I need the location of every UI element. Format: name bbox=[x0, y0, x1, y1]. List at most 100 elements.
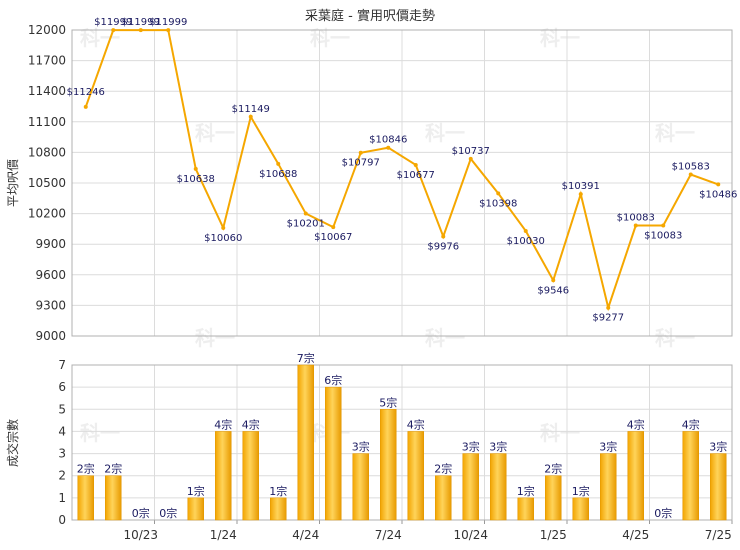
count-bar bbox=[627, 431, 644, 521]
price-data-label: $10583 bbox=[672, 162, 710, 173]
price-y-tick-label: 11100 bbox=[28, 115, 66, 129]
count-bar bbox=[380, 409, 397, 521]
price-data-label: $10201 bbox=[287, 218, 325, 229]
count-y-tick-label: 7 bbox=[58, 358, 66, 372]
price-data-label: $10677 bbox=[397, 170, 435, 181]
count-data-label: 3宗 bbox=[489, 440, 507, 454]
price-point bbox=[386, 145, 391, 150]
count-x-tick-label: 7/24 bbox=[375, 528, 402, 542]
count-bar bbox=[710, 453, 727, 521]
count-bar bbox=[462, 453, 479, 521]
watermark-mark: 科一 bbox=[540, 421, 580, 445]
count-y-tick-label: 2 bbox=[58, 469, 66, 483]
price-point bbox=[688, 172, 693, 177]
count-bar bbox=[215, 431, 232, 521]
price-point bbox=[111, 28, 116, 33]
price-data-label: $9546 bbox=[537, 285, 569, 296]
price-data-label: $11999 bbox=[149, 17, 187, 28]
count-data-label: 5宗 bbox=[379, 395, 397, 409]
count-y-tick-label: 4 bbox=[58, 424, 66, 438]
watermark-mark: 科一 bbox=[425, 121, 465, 145]
price-data-label: $10398 bbox=[479, 198, 517, 209]
count-data-label: 1宗 bbox=[572, 484, 590, 498]
count-y-tick-label: 3 bbox=[58, 447, 66, 461]
count-x-tick-label: 4/24 bbox=[292, 528, 319, 542]
price-data-label: $10846 bbox=[369, 135, 407, 146]
count-bar bbox=[545, 475, 562, 521]
price-data-label: $10391 bbox=[562, 181, 600, 192]
price-data-label: $11999 bbox=[122, 17, 160, 28]
count-y-axis-label: 成交宗數 bbox=[5, 419, 20, 467]
count-data-label: 4宗 bbox=[214, 417, 232, 431]
count-chart: 0 1 2 3 4 5 6 7 10/23 1/24 4/24 7/24 10/24 1/25 4/25 7/… bbox=[58, 351, 733, 542]
price-data-label: $9976 bbox=[427, 241, 459, 252]
count-bar bbox=[77, 475, 94, 521]
price-point bbox=[138, 28, 143, 33]
price-point bbox=[166, 28, 171, 33]
count-data-label: 4宗 bbox=[242, 417, 260, 431]
count-data-label: 2宗 bbox=[434, 462, 452, 476]
price-data-label: $11246 bbox=[67, 87, 105, 98]
price-point bbox=[303, 211, 308, 216]
price-y-tick-label: 9300 bbox=[35, 298, 66, 312]
count-data-label: 4宗 bbox=[627, 417, 645, 431]
count-data-label: 3宗 bbox=[352, 440, 370, 454]
count-y-tick-label: 1 bbox=[58, 491, 66, 505]
count-data-label: 0宗 bbox=[654, 506, 672, 520]
watermark-mark: 科一 bbox=[425, 326, 465, 350]
price-data-label: $10083 bbox=[644, 231, 682, 242]
price-data-label: $9277 bbox=[592, 313, 624, 324]
count-bar bbox=[407, 431, 424, 521]
count-data-label: 6宗 bbox=[324, 373, 342, 387]
count-data-label: 4宗 bbox=[682, 417, 700, 431]
count-data-label: 2宗 bbox=[104, 462, 122, 476]
price-data-label: $10638 bbox=[177, 174, 215, 185]
price-data-label: $10030 bbox=[507, 236, 545, 247]
price-point bbox=[551, 278, 556, 283]
count-data-label: 1宗 bbox=[517, 484, 535, 498]
price-plot-frame bbox=[71, 29, 733, 337]
price-point bbox=[221, 225, 226, 230]
price-point bbox=[441, 234, 446, 239]
count-data-label: 2宗 bbox=[77, 462, 95, 476]
price-point bbox=[468, 156, 473, 161]
count-bar bbox=[105, 475, 122, 521]
price-y-tick-label: 10200 bbox=[28, 207, 66, 221]
price-point bbox=[633, 223, 638, 228]
price-point bbox=[716, 182, 721, 187]
count-data-label: 3宗 bbox=[462, 440, 480, 454]
price-data-label: $10737 bbox=[452, 146, 490, 157]
price-point bbox=[496, 191, 501, 196]
count-x-tick-label: 10/24 bbox=[453, 528, 488, 542]
count-data-label: 1宗 bbox=[187, 484, 205, 498]
price-y-tick-label: 9000 bbox=[35, 329, 66, 343]
price-chart: 9000 9300 9600 9900 10200 10500 10800 11100 1140… bbox=[28, 17, 738, 343]
price-data-label: $11999 bbox=[94, 17, 132, 28]
count-bar bbox=[490, 453, 507, 521]
price-point bbox=[413, 162, 418, 167]
count-bar bbox=[572, 497, 589, 521]
price-point bbox=[578, 192, 583, 197]
price-data-label: $10060 bbox=[204, 233, 242, 244]
price-data-label: $10797 bbox=[342, 158, 380, 169]
watermark-mark: 科一 bbox=[195, 326, 235, 350]
count-data-label: 2宗 bbox=[544, 462, 562, 476]
price-data-label: $10067 bbox=[314, 232, 352, 243]
count-x-tick-label: 10/23 bbox=[123, 528, 158, 542]
chart-title: 采葉庭 - 實用呎價走勢 bbox=[305, 8, 435, 24]
price-y-tick-label: 10500 bbox=[28, 176, 66, 190]
count-y-tick-label: 0 bbox=[58, 513, 66, 527]
count-y-tick-label: 5 bbox=[58, 402, 66, 416]
price-data-label: $11149 bbox=[232, 104, 270, 115]
price-point bbox=[358, 150, 363, 155]
price-y-tick-label: 12000 bbox=[28, 23, 66, 37]
price-y-tick-label: 10800 bbox=[28, 145, 66, 159]
count-x-tick-label: 4/25 bbox=[622, 528, 649, 542]
count-data-label: 3宗 bbox=[709, 440, 727, 454]
count-bar bbox=[600, 453, 617, 521]
price-y-tick-label: 11700 bbox=[28, 54, 66, 68]
price-y-tick-label: 11400 bbox=[28, 84, 66, 98]
count-x-tick-label: 7/25 bbox=[705, 528, 732, 542]
count-bar bbox=[352, 453, 369, 521]
